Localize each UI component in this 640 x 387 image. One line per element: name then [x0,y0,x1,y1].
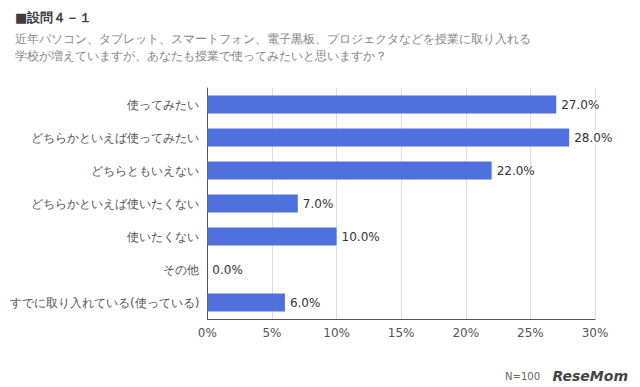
svg-text:25%: 25% [517,326,544,340]
svg-text:30%: 30% [582,326,609,340]
svg-text:学校が増えていますが、あなたも授業で使ってみたいと思いますか: 学校が増えていますが、あなたも授業で使ってみたいと思いますか？ [15,49,387,63]
svg-text:どちらともいえない: どちらともいえない [91,164,199,178]
svg-text:0.0%: 0.0% [212,263,243,277]
svg-text:6.0%: 6.0% [290,296,321,310]
svg-text:15%: 15% [388,326,415,340]
svg-text:22.0%: 22.0% [497,164,535,178]
svg-text:ReseMom: ReseMom [552,368,628,384]
svg-text:10%: 10% [323,326,350,340]
svg-text:27.0%: 27.0% [561,98,599,112]
svg-text:28.0%: 28.0% [574,131,612,145]
svg-text:使ってみたい: 使ってみたい [127,98,199,112]
svg-text:近年パソコン、タブレット、スマートフォン、電子黒板、プロジェ: 近年パソコン、タブレット、スマートフォン、電子黒板、プロジェクタなどを授業に取り… [15,32,531,46]
svg-text:20%: 20% [452,326,479,340]
svg-text:すでに取り入れている(使っている): すでに取り入れている(使っている) [10,296,199,310]
svg-text:使いたくない: 使いたくない [127,230,199,244]
svg-text:10.0%: 10.0% [342,230,380,244]
svg-text:N=100: N=100 [505,371,540,382]
svg-text:■設問４－１: ■設問４－１ [15,10,92,25]
svg-text:どちらかといえば使いたくない: どちらかといえば使いたくない [31,197,199,211]
svg-text:その他: その他 [163,263,199,277]
svg-text:5%: 5% [262,326,281,340]
svg-text:0%: 0% [198,326,217,340]
svg-text:どちらかといえば使ってみたい: どちらかといえば使ってみたい [31,131,199,145]
svg-text:7.0%: 7.0% [303,197,334,211]
